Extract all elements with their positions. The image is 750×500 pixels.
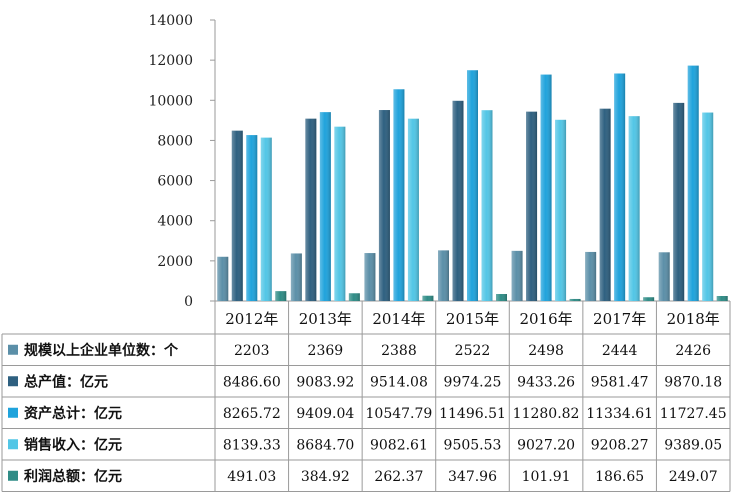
data-label: 2369 bbox=[308, 343, 344, 359]
data-label: 9505.53 bbox=[444, 437, 502, 453]
data-label: 249.07 bbox=[669, 469, 718, 485]
bar-shading bbox=[422, 295, 434, 301]
bar-shading bbox=[481, 110, 493, 301]
legend-swatch bbox=[8, 344, 18, 355]
data-label: 101.91 bbox=[522, 469, 571, 485]
y-tick-label: 2000 bbox=[157, 254, 193, 270]
bar-shading bbox=[555, 119, 567, 301]
y-tick-label: 8000 bbox=[157, 133, 193, 149]
data-label: 2522 bbox=[455, 343, 491, 359]
data-label: 9208.27 bbox=[591, 437, 649, 453]
category-label: 2018年 bbox=[667, 310, 720, 328]
data-label: 8265.72 bbox=[223, 406, 281, 422]
bar-shading bbox=[716, 296, 728, 301]
bar-shading bbox=[319, 112, 331, 301]
bars-layer bbox=[217, 65, 728, 302]
data-label: 9433.26 bbox=[517, 374, 575, 390]
data-label: 11727.45 bbox=[660, 406, 727, 422]
data-label: 8684.70 bbox=[296, 437, 354, 453]
data-label: 347.96 bbox=[448, 469, 497, 485]
bar-shading bbox=[231, 130, 243, 301]
category-label: 2013年 bbox=[299, 310, 352, 328]
data-label: 9514.08 bbox=[370, 374, 428, 390]
bar-shading bbox=[290, 253, 302, 301]
bar-shading bbox=[334, 126, 346, 301]
data-label: 2388 bbox=[381, 343, 417, 359]
data-label: 8486.60 bbox=[223, 374, 281, 390]
data-label: 2203 bbox=[234, 343, 270, 359]
data-label: 9027.20 bbox=[517, 437, 575, 453]
bar-shading bbox=[658, 252, 670, 301]
category-label: 2012年 bbox=[225, 310, 278, 328]
bar-shading bbox=[452, 100, 464, 301]
bar-shading bbox=[246, 135, 258, 301]
data-label: 262.37 bbox=[374, 469, 423, 485]
legend-swatch bbox=[8, 439, 18, 450]
y-tick-label: 4000 bbox=[157, 214, 193, 230]
data-label: 8139.33 bbox=[223, 437, 281, 453]
category-label: 2014年 bbox=[372, 310, 425, 328]
data-label: 2498 bbox=[528, 343, 564, 359]
data-label: 11280.82 bbox=[513, 406, 580, 422]
bar-shading bbox=[438, 250, 449, 301]
bar-shading bbox=[364, 253, 376, 301]
y-tick-label: 0 bbox=[184, 294, 193, 310]
data-label: 9974.25 bbox=[444, 374, 502, 390]
data-label: 2426 bbox=[675, 343, 711, 359]
bar-shading bbox=[393, 89, 405, 301]
bar-shading bbox=[540, 74, 552, 302]
category-label: 2015年 bbox=[446, 310, 499, 328]
bar-shading bbox=[702, 112, 714, 301]
y-tick-label: 12000 bbox=[148, 53, 193, 69]
bar-shading bbox=[643, 297, 655, 301]
bar-shading bbox=[673, 102, 685, 301]
bar-shading bbox=[217, 256, 229, 301]
bar-shading bbox=[628, 116, 640, 301]
series-label: 规模以上企业单位数：个 bbox=[24, 342, 179, 359]
bar-shading bbox=[585, 251, 597, 301]
series-label: 销售收入：亿元 bbox=[24, 436, 122, 453]
data-label: 9581.47 bbox=[591, 374, 649, 390]
y-tick-label: 14000 bbox=[148, 13, 193, 29]
bar-shading bbox=[407, 118, 419, 302]
data-label: 11496.51 bbox=[439, 406, 506, 422]
data-label: 2444 bbox=[602, 343, 638, 359]
data-label: 9083.92 bbox=[296, 374, 354, 390]
series-label: 资产总计：亿元 bbox=[24, 405, 122, 422]
bar-shading bbox=[467, 70, 478, 301]
y-tick-label: 10000 bbox=[148, 93, 193, 109]
category-label: 2016年 bbox=[519, 310, 572, 328]
data-label: 491.03 bbox=[227, 469, 276, 485]
y-tick-label: 6000 bbox=[157, 174, 193, 190]
legend-swatch bbox=[8, 407, 18, 418]
bar-shading bbox=[569, 298, 581, 301]
bar-shading bbox=[526, 111, 538, 301]
data-label: 10547.79 bbox=[366, 406, 433, 422]
legend-swatch bbox=[8, 470, 18, 481]
bar-shading bbox=[614, 73, 626, 301]
data-label: 9409.04 bbox=[296, 406, 354, 422]
data-label: 9870.18 bbox=[664, 374, 722, 390]
bar-shading bbox=[496, 294, 507, 301]
bar-shading bbox=[348, 293, 360, 301]
legend-swatch bbox=[8, 376, 18, 387]
bar-shading bbox=[378, 110, 390, 302]
bar-shading bbox=[599, 108, 611, 301]
series-label: 总产值：亿元 bbox=[24, 373, 108, 390]
data-label: 384.92 bbox=[301, 469, 350, 485]
data-label: 9082.61 bbox=[370, 437, 428, 453]
data-table: 2012年 2013年 2014年 2015年 2016年 2017年 2018年规模以上企… bbox=[1, 301, 731, 492]
bar-shading bbox=[305, 118, 317, 301]
data-label: 11334.61 bbox=[586, 406, 653, 422]
data-label: 9389.05 bbox=[664, 437, 722, 453]
bar-shading bbox=[275, 291, 287, 301]
series-label: 利润总额：亿元 bbox=[24, 468, 122, 485]
data-label: 186.65 bbox=[595, 469, 644, 485]
category-label: 2017年 bbox=[593, 310, 646, 328]
bar-shading bbox=[687, 65, 699, 301]
bar-shading bbox=[511, 250, 523, 301]
bar-shading bbox=[260, 137, 272, 301]
